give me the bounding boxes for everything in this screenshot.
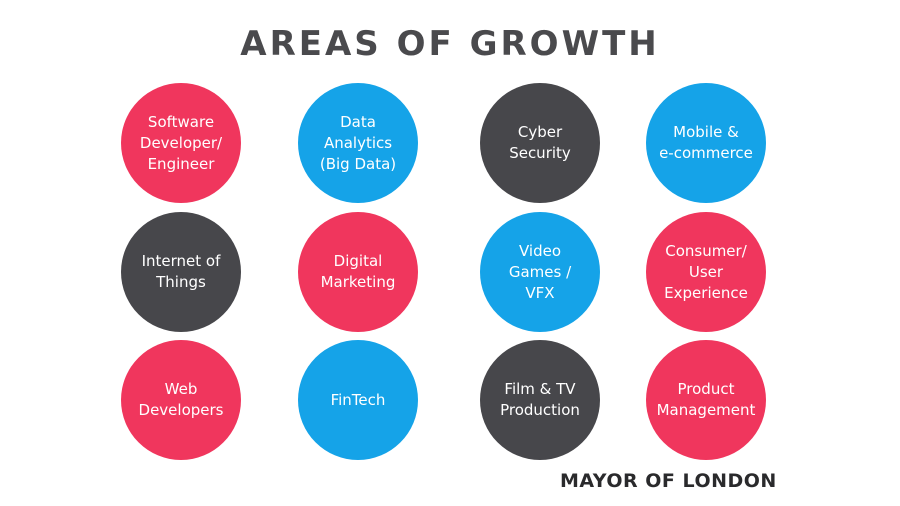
topic-circle-web-developers: Web Developers	[121, 340, 241, 460]
topic-circle-internet-of-things: Internet of Things	[121, 212, 241, 332]
brand-logo-text: MAYOR OF LONDON	[560, 470, 777, 492]
topic-circle-software-developer: Software Developer/ Engineer	[121, 83, 241, 203]
topic-circle-fintech: FinTech	[298, 340, 418, 460]
topic-circle-film-tv-production: Film & TV Production	[480, 340, 600, 460]
topic-circle-video-games-vfx: Video Games / VFX	[480, 212, 600, 332]
topic-circle-data-analytics: Data Analytics (Big Data)	[298, 83, 418, 203]
topic-circle-digital-marketing: Digital Marketing	[298, 212, 418, 332]
topic-circle-cyber-security: Cyber Security	[480, 83, 600, 203]
page-title: AREAS OF GROWTH	[240, 24, 660, 64]
topic-circle-mobile-ecommerce: Mobile & e-commerce	[646, 83, 766, 203]
topic-circle-user-experience: Consumer/ User Experience	[646, 212, 766, 332]
topic-circle-product-management: Product Management	[646, 340, 766, 460]
